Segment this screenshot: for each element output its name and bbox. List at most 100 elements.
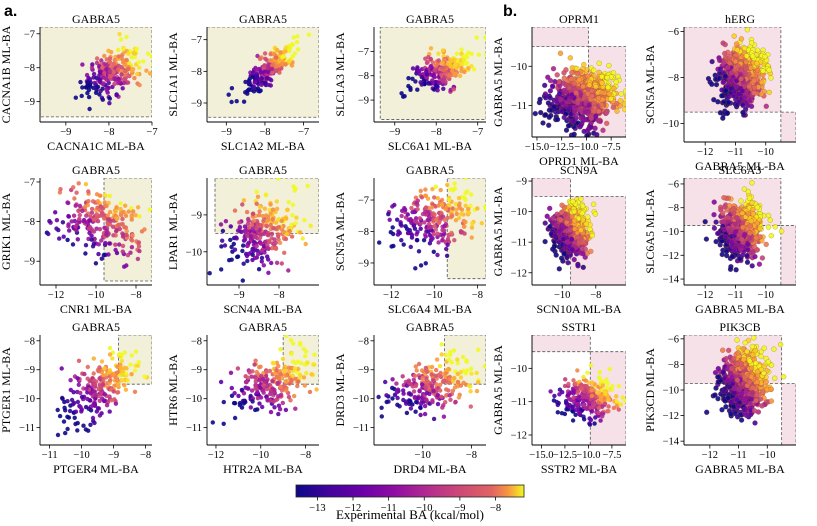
data-point [466,210,472,215]
data-point [255,53,260,59]
data-point [476,52,481,57]
data-point [545,74,551,81]
x-tick-label: −8 [259,127,270,138]
data-point [267,239,272,245]
data-point [408,87,413,93]
y-axis-label: CACNA1B ML-BA [0,25,13,123]
data-point [278,50,283,55]
data-point [142,374,147,379]
data-point [105,222,111,227]
data-point [129,68,134,73]
data-point [89,206,95,212]
data-point [599,89,605,96]
data-point [448,397,453,402]
data-point [137,82,142,88]
data-point [413,216,419,221]
data-point [452,376,457,381]
data-point [432,67,437,73]
data-point [432,195,437,200]
data-point [719,93,725,99]
data-point [550,65,557,72]
data-point [87,106,92,112]
data-point [383,379,388,385]
data-point [120,86,125,91]
data-point [367,389,371,393]
y-tick-label: −9 [24,257,35,268]
data-point [286,200,291,205]
x-axis-label: CACNA1C ML-BA [47,139,145,153]
data-point [129,55,134,60]
x-tick-label: −9 [108,450,119,461]
y-axis-label: GRIK1 ML-BA [0,193,13,270]
data-point [133,51,138,56]
data-point [763,103,769,110]
y-tick-label: −9 [24,365,35,376]
data-point [289,63,295,68]
data-point [104,88,110,93]
data-point [239,387,245,393]
data-point [102,366,107,371]
points [367,342,486,422]
data-point [76,358,82,363]
data-point [552,233,558,239]
data-point [447,73,453,78]
data-point [272,405,277,410]
data-point [141,59,146,64]
data-point [727,53,733,60]
data-point [604,120,610,127]
data-point [107,345,113,351]
points [532,50,626,137]
data-point [406,76,411,81]
data-point [86,428,91,433]
data-point [398,222,403,227]
data-point [257,213,262,218]
data-point [257,209,262,214]
data-point [443,393,449,398]
data-point [269,246,275,251]
data-point [46,231,51,237]
data-point [449,360,454,365]
data-point [289,377,294,383]
data-point [290,213,295,218]
data-point [459,47,464,52]
data-point [585,214,591,220]
data-point [542,82,548,89]
data-point [561,251,567,257]
data-point [408,399,413,404]
data-point [76,181,81,186]
data-point [429,205,435,210]
data-point [240,278,245,283]
data-point [454,51,460,56]
data-point [455,371,460,377]
data-point [113,247,118,253]
data-point [290,202,296,208]
data-point [297,230,303,235]
data-point [129,245,135,250]
data-point [97,413,103,418]
data-point [433,227,439,232]
y-axis-label: SCN5A ML-BA [643,45,657,124]
data-point [274,206,280,211]
data-point [254,67,260,73]
data-point [312,352,317,357]
data-point [258,241,264,246]
data-point [245,221,251,227]
data-point [284,231,290,237]
data-point [436,51,441,56]
data-point [255,194,261,199]
panel-title: SCN9A [560,163,598,177]
data-point [289,222,294,228]
data-point [255,221,260,226]
highlight-region [532,178,572,197]
data-point [429,384,435,389]
data-point [435,196,440,201]
data-point [124,263,129,268]
data-point [91,217,96,222]
data-point [434,357,440,362]
data-point [150,62,152,67]
data-point [61,234,66,239]
data-point [86,75,91,81]
data-point [292,393,297,399]
